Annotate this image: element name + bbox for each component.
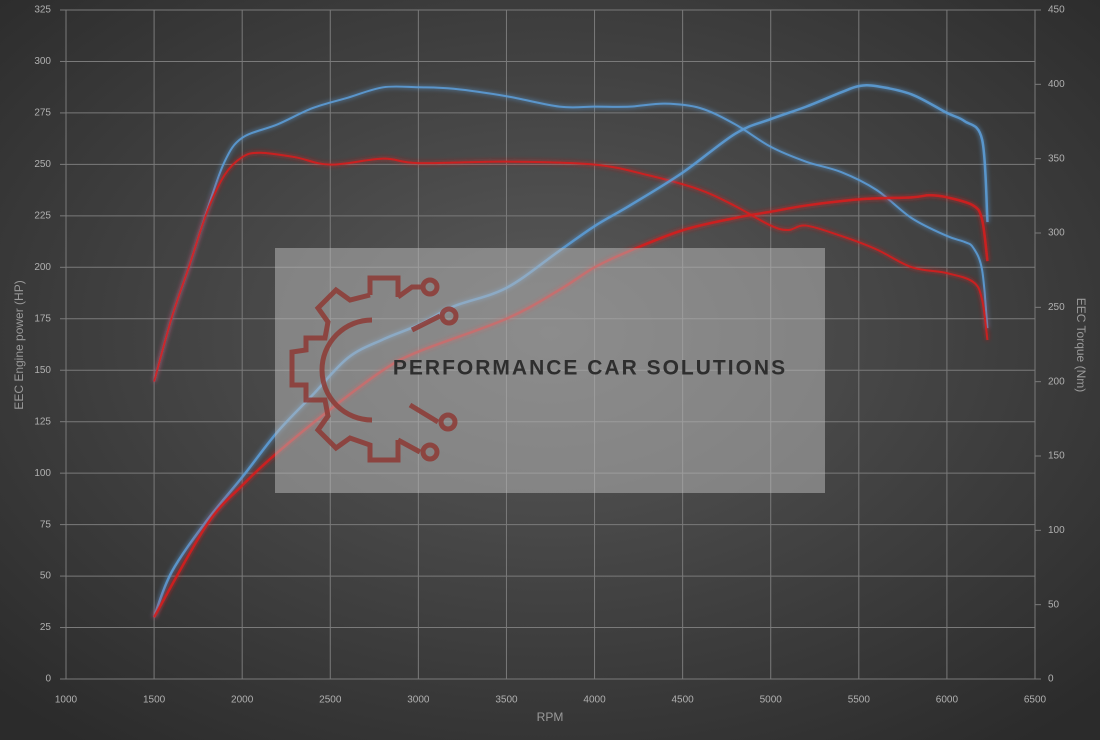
x-tick-label: 5000 [760, 695, 783, 706]
y-tick-label: 250 [34, 159, 51, 170]
y-tick-label: 325 [34, 5, 51, 16]
y-tick-label: 175 [34, 313, 51, 324]
y2-tick-label: 200 [1048, 376, 1065, 387]
y2-tick-label: 350 [1048, 153, 1065, 164]
y-tick-label: 50 [40, 571, 52, 582]
x-tick-label: 3000 [407, 695, 430, 706]
y2-tick-label: 0 [1048, 674, 1054, 685]
y-tick-label: 150 [34, 365, 51, 376]
x-tick-label: 6000 [936, 695, 959, 706]
x-tick-label: 2000 [231, 695, 254, 706]
x-axis-label: RPM [537, 710, 564, 724]
y-axis-label: EEC Engine power (HP) [12, 280, 26, 409]
series-line [153, 151, 989, 382]
y2-tick-label: 450 [1048, 5, 1065, 16]
x-tick-label: 5500 [848, 695, 871, 706]
x-tick-label: 2500 [319, 695, 342, 706]
x-tick-label: 4500 [672, 695, 695, 706]
y-tick-label: 275 [34, 108, 51, 119]
x-tick-label: 6500 [1024, 695, 1047, 706]
y-tick-label: 25 [40, 622, 52, 633]
y2-tick-label: 50 [1048, 599, 1060, 610]
y2-axis-label: EEC Torque (Nm) [1074, 298, 1088, 392]
y2-tick-label: 400 [1048, 79, 1065, 90]
x-tick-label: 3500 [495, 695, 518, 706]
y-tick-label: 200 [34, 262, 51, 273]
y-tick-label: 300 [34, 56, 51, 67]
y-tick-label: 125 [34, 416, 51, 427]
y2-tick-label: 300 [1048, 228, 1065, 239]
y-tick-label: 225 [34, 210, 51, 221]
x-tick-label: 4000 [583, 695, 606, 706]
x-tick-label: 1500 [143, 695, 166, 706]
x-tick-label: 1000 [55, 695, 78, 706]
y2-tick-label: 150 [1048, 451, 1065, 462]
series-line [153, 85, 989, 382]
y2-tick-label: 250 [1048, 302, 1065, 313]
y2-tick-label: 100 [1048, 525, 1065, 536]
y-tick-label: 100 [34, 468, 51, 479]
y-tick-label: 0 [45, 674, 51, 685]
watermark: PERFORMANCE CAR SOLUTIONS [275, 248, 825, 493]
watermark-text: PERFORMANCE CAR SOLUTIONS [393, 357, 787, 380]
y-tick-label: 75 [40, 519, 52, 530]
